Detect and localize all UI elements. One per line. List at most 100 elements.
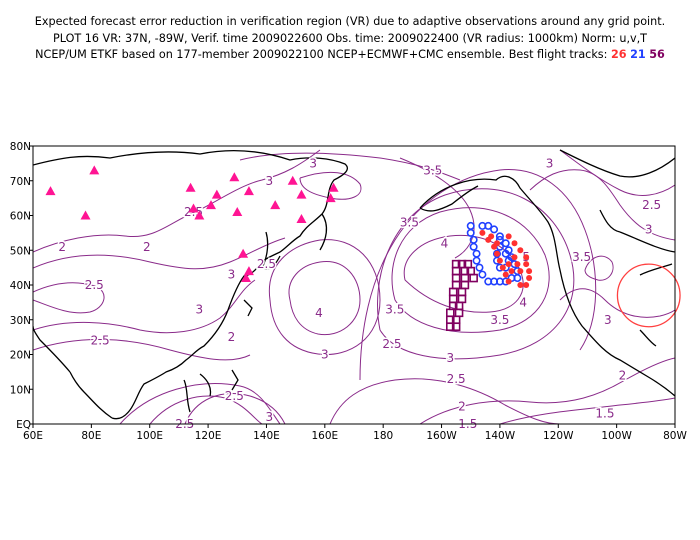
red-track-marker — [493, 250, 500, 257]
lon-label: 120E — [195, 430, 222, 442]
red-track-marker — [517, 268, 524, 275]
blue-track-marker — [475, 263, 484, 272]
contour-label: 4 — [519, 295, 527, 309]
red-track-marker — [517, 282, 524, 288]
purple-track-marker — [451, 322, 461, 332]
contour-label: 3.5 — [490, 313, 509, 327]
header-line-1: Expected forecast error reduction in ver… — [34, 15, 666, 28]
triangle-marker — [325, 193, 336, 203]
blue-track-marker — [478, 270, 487, 279]
triangle-marker — [232, 207, 243, 217]
purple-track-marker — [451, 273, 461, 283]
observation-triangles — [45, 165, 339, 283]
red-track-marker — [523, 261, 530, 268]
blue-track-marker — [490, 225, 499, 234]
red-track-marker — [523, 282, 530, 288]
longitude-labels: 60E 80E 100E 120E 140E 160E 180 160W 140W 120W 100… — [23, 430, 687, 442]
triangle-marker — [229, 172, 240, 182]
axis-ticks — [30, 145, 676, 428]
lat-label: 10N — [10, 384, 31, 396]
lon-label: 80E — [81, 430, 101, 442]
contour-label: 2.5 — [257, 257, 276, 271]
track-count-blue: 21 — [630, 48, 646, 61]
red-track-marker — [511, 254, 518, 261]
red-track-marker — [526, 275, 533, 282]
red-track-marker — [508, 268, 515, 275]
purple-track-marker — [445, 308, 455, 318]
triangle-marker — [243, 186, 254, 196]
contour-label: 2 — [228, 330, 236, 344]
header-line-2: PLOT 16 VR: 37N, -89W, Verif. time 20090… — [52, 31, 648, 45]
contour-lines — [33, 149, 675, 424]
purple-track-marker — [460, 273, 470, 283]
triangle-marker — [270, 200, 281, 210]
blue-track-marker — [495, 232, 504, 241]
verification-region-circle — [616, 263, 681, 328]
triangle-marker — [241, 273, 252, 283]
contour-label: 3 — [266, 174, 274, 188]
red-track-marker — [502, 271, 509, 278]
track-count-purple: 56 — [649, 48, 665, 61]
latitude-labels: EQ 10N 20N 30N 40N 50N 60N 70N 80N — [10, 141, 31, 431]
triangle-marker — [243, 266, 254, 276]
triangle-marker — [89, 165, 100, 175]
lat-label: EQ — [16, 419, 31, 431]
plot-header: Expected forecast error reduction in ver… — [0, 14, 700, 64]
lon-label: 180 — [373, 430, 393, 442]
header-line-3: NCEP/UM ETKF based on 177-member 2009022… — [0, 47, 700, 64]
lon-label: 100E — [136, 430, 163, 442]
lon-label: 100W — [601, 430, 632, 442]
red-track-marker — [517, 247, 524, 254]
lat-label: 60N — [10, 211, 31, 223]
contour-label: 2.5 — [91, 334, 110, 348]
contour-label: 2.5 — [85, 278, 104, 292]
contour-label: 1.5 — [595, 407, 614, 421]
purple-track-marker — [451, 280, 461, 290]
triangle-marker — [206, 200, 217, 210]
red-track-marker — [526, 268, 533, 275]
triangle-marker — [185, 182, 196, 192]
contour-label: 3 — [309, 156, 317, 170]
header-line-3-text: NCEP/UM ETKF based on 177-member 2009022… — [35, 48, 608, 61]
lon-label: 80W — [663, 430, 687, 442]
lat-label: 50N — [10, 245, 31, 257]
purple-track-marker — [469, 273, 478, 283]
coastlines — [33, 149, 675, 420]
contour-label: 3 — [321, 348, 329, 362]
contour-label: 2.5 — [447, 372, 466, 386]
triangle-marker — [296, 213, 307, 223]
blue-track-marker — [501, 239, 510, 248]
triangle-marker — [328, 182, 339, 192]
lon-label: 160E — [311, 430, 338, 442]
red-track-marker — [505, 278, 512, 285]
blue-track-marker — [466, 221, 475, 230]
triangle-marker — [287, 175, 298, 185]
triangle-marker — [45, 186, 56, 196]
red-track-marker — [493, 240, 500, 247]
contour-label: 3 — [546, 156, 554, 170]
red-track-marker — [499, 264, 506, 271]
purple-track-marker — [457, 287, 467, 297]
purple-track-marker — [460, 280, 470, 290]
blue-track-marker — [472, 249, 481, 258]
red-track-marker — [496, 257, 503, 264]
contour-label: 3.5 — [423, 163, 442, 177]
purple-track-marker — [457, 294, 467, 304]
flight-tracks — [445, 221, 533, 332]
contour-label: 2 — [58, 240, 66, 254]
red-track-marker — [505, 233, 512, 240]
track-count-red: 26 — [610, 48, 627, 61]
contour-label: 3.5 — [385, 302, 404, 316]
contour-label: 2.5 — [642, 198, 661, 212]
triangle-marker — [296, 189, 307, 199]
contour-label: 3 — [228, 268, 236, 282]
triangle-marker — [188, 203, 199, 213]
blue-track-marker — [466, 228, 475, 237]
lat-label: 20N — [10, 350, 31, 362]
purple-track-marker — [448, 294, 458, 304]
lat-label: 80N — [10, 141, 31, 153]
lat-label: 40N — [10, 280, 31, 292]
triangle-marker — [238, 248, 249, 258]
lon-label: 160W — [426, 430, 457, 442]
